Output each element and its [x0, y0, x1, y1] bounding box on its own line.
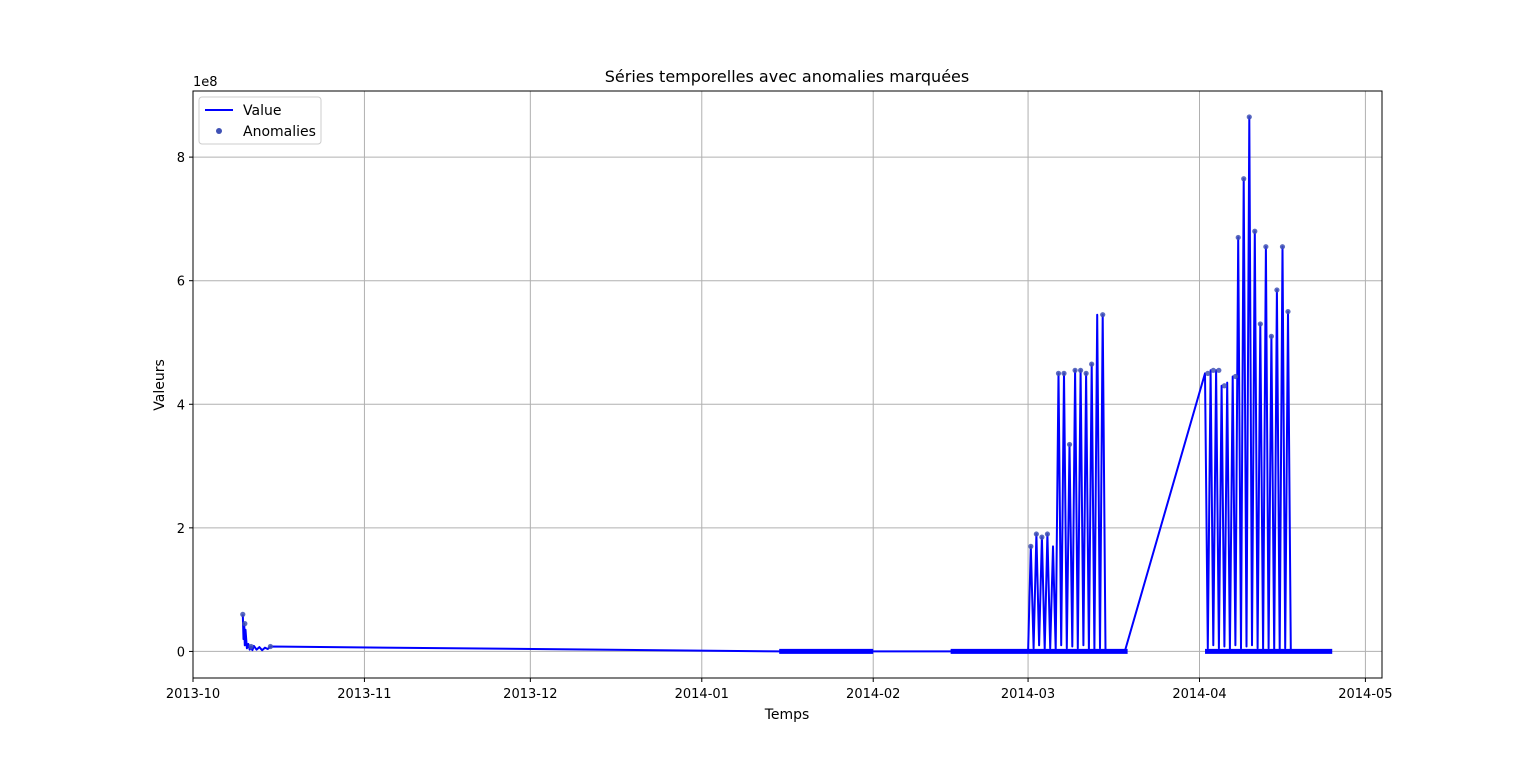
x-tick-label: 2013-11	[337, 687, 391, 702]
plot-area	[240, 114, 1333, 654]
plot-frame	[192, 90, 1383, 679]
x-tick-label: 2014-02	[846, 687, 900, 702]
anomaly-point	[1257, 321, 1263, 327]
chart-title: Séries temporelles avec anomalies marqué…	[605, 67, 969, 86]
anomaly-point	[1044, 531, 1051, 537]
legend-anomalies-label: Anomalies	[243, 124, 316, 140]
x-axis-label: Temps	[764, 707, 810, 723]
anomaly-point	[267, 643, 274, 650]
anomaly-point	[1033, 531, 1039, 537]
legend: Value Anomalies	[198, 96, 322, 145]
y-grid-lines	[193, 156, 1382, 652]
anomaly-point	[248, 643, 254, 650]
x-tick-label: 2014-03	[1001, 687, 1055, 702]
y-axis-ticks: 0 2 4 6 8	[177, 151, 193, 660]
anomaly-point	[1263, 244, 1269, 250]
series-value-line	[241, 116, 1330, 653]
anomaly-point	[1241, 176, 1247, 182]
anomaly-point	[1246, 114, 1252, 120]
anomaly-point	[1028, 543, 1034, 549]
anomaly-point	[1279, 244, 1286, 250]
anomaly-point	[1205, 370, 1211, 376]
anomaly-point	[1268, 333, 1274, 339]
anomaly-point	[1078, 367, 1084, 373]
y-offset-label: 1e8	[193, 75, 218, 90]
y-axis-label: Valeurs	[152, 359, 168, 411]
y-tick-label: 6	[177, 275, 185, 290]
anomaly-point	[1100, 312, 1106, 318]
anomaly-point	[1055, 370, 1062, 376]
anomaly-point	[1285, 308, 1291, 315]
anomaly-point	[1066, 441, 1073, 448]
anomaly-point	[1252, 228, 1258, 234]
x-axis-ticks: 2013-10 2013-11 2013-12 2014-01 2014-02 2014-…	[166, 678, 1393, 702]
legend-value-label: Value	[243, 103, 281, 119]
y-tick-label: 0	[177, 645, 185, 660]
anomaly-point	[1210, 367, 1216, 373]
x-tick-label: 2014-01	[675, 687, 729, 702]
anomaly-point	[1061, 370, 1067, 376]
y-tick-label: 4	[177, 398, 185, 413]
anomaly-point	[1072, 367, 1078, 373]
anomaly-point	[1232, 373, 1239, 380]
anomaly-point	[1083, 370, 1089, 376]
anomaly-point	[1235, 234, 1241, 241]
x-tick-label: 2013-12	[503, 687, 557, 702]
anomaly-point	[1039, 534, 1045, 540]
anomaly-point	[1089, 361, 1095, 367]
anomaly-point	[1221, 383, 1227, 389]
anomaly-point	[242, 621, 248, 627]
x-tick-label: 2014-05	[1338, 687, 1392, 702]
anomaly-point	[1216, 367, 1222, 373]
legend-anomalies-dot-swatch	[216, 128, 222, 134]
anomaly-points	[240, 114, 1291, 650]
anomaly-point	[1274, 287, 1280, 293]
y-tick-label: 2	[177, 522, 185, 537]
anomaly-point	[240, 611, 246, 617]
y-tick-label: 8	[177, 151, 185, 166]
x-tick-label: 2014-04	[1172, 687, 1226, 702]
x-tick-label: 2013-10	[166, 687, 220, 702]
legend-frame	[198, 96, 322, 145]
